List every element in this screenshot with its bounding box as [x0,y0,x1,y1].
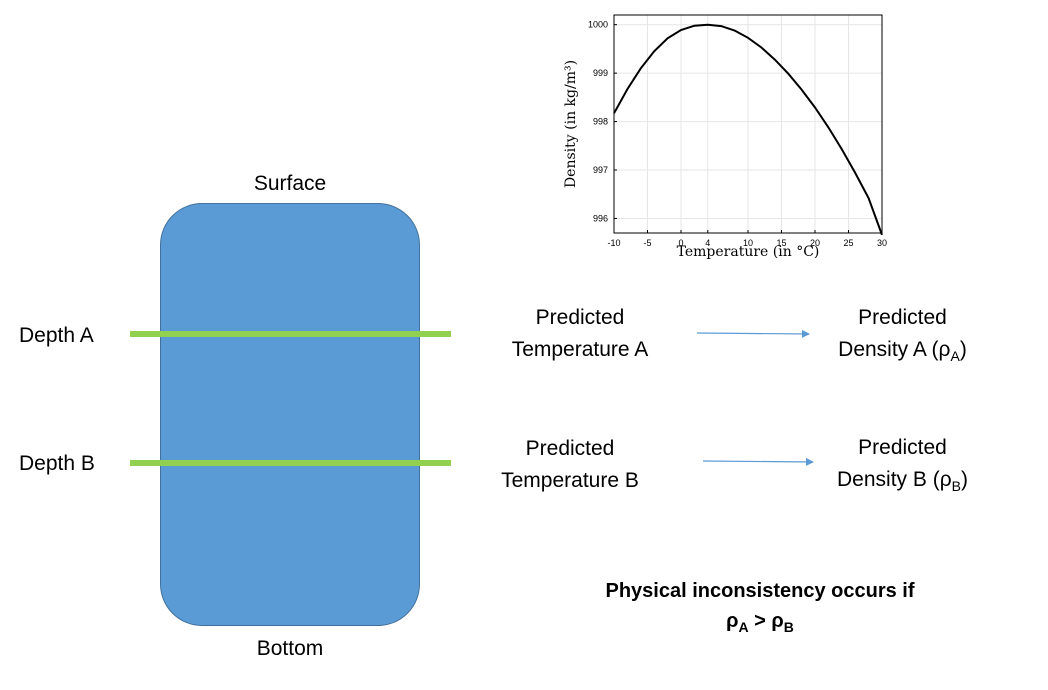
x-tick-label: 0 [678,238,683,248]
lake-body [160,203,420,626]
rho-a-subscript: A [738,619,749,635]
density-b-label: Predicted Density B (ρB) [805,432,1000,495]
chart-ticks: -10 -5 0 4 10 15 20 25 30 996 997 998 999 1000 [588,20,887,248]
density-a-label: Predicted Density A (ρA) [805,302,1000,365]
depth-b-line [130,460,451,466]
y-tick-label: 998 [593,117,608,127]
depth-b-label: Depth B [19,452,95,475]
temperature-b-line1: Predicted [525,437,615,460]
y-tick-label: 1000 [588,20,608,30]
y-axis-label: Density (in kg/m³) [563,60,579,188]
rho-b: ρ [771,610,784,632]
density-chart: -10 -5 0 4 10 15 20 25 30 996 997 998 999 1000 Temper… [563,14,887,260]
arrow-b [702,457,814,466]
x-tick-label: 10 [743,238,753,248]
density-b-line1: Predicted [858,436,947,459]
density-a-line1: Predicted [858,306,947,329]
chart-grid [613,15,883,233]
density-b-subscript: B [951,477,961,494]
density-a-subscript: A [950,347,960,364]
arrow-a [696,329,810,338]
x-tick-label: 25 [843,238,853,248]
x-tick-label: 4 [705,238,710,248]
density-a-text: Density A (ρ [838,337,951,361]
x-tick-label: 15 [776,238,786,248]
depth-a-line [130,331,451,337]
x-axis-label: Temperature (in °C) [677,244,820,260]
bottom-label: Bottom [256,637,324,660]
temperature-b-line2: Temperature B [501,468,639,492]
conclusion-line1: Physical inconsistency occurs if [605,580,915,602]
temperature-a-label: Predicted Temperature A [480,302,680,365]
density-curve [613,23,883,236]
x-tick-label: 20 [810,238,820,248]
y-tick-label: 999 [593,68,608,78]
conclusion-text: Physical inconsistency occurs if ρA > ρB [560,576,960,636]
conclusion-line2: ρA > ρB [560,606,960,636]
density-a-line2: Density A (ρA) [805,334,1000,366]
temperature-a-line1: Predicted [535,306,625,329]
x-tick-label: -5 [643,238,651,248]
density-b-close: ) [960,467,968,491]
depth-a-label: Depth A [19,324,94,347]
greater-than: > [748,610,772,632]
y-tick-label: 996 [593,213,608,223]
surface-label: Surface [253,172,327,195]
x-tick-label: 30 [877,238,887,248]
temperature-a-line2: Temperature A [511,337,649,361]
y-tick-label: 997 [593,165,608,175]
x-tick-label: -10 [607,238,620,248]
density-a-close: ) [959,337,967,361]
rho-b-subscript: B [783,619,794,635]
density-b-text: Density B (ρ [837,467,952,491]
temperature-b-label: Predicted Temperature B [470,433,670,496]
density-b-line2: Density B (ρB) [805,464,1000,496]
rho-a: ρ [726,610,739,632]
